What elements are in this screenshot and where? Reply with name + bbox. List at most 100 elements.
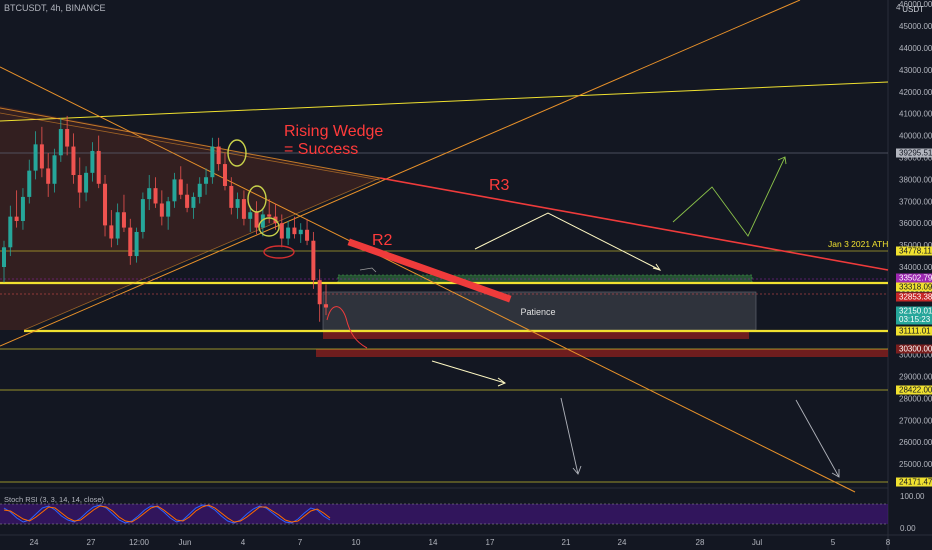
stoch-k-line xyxy=(3,504,331,524)
wedge-top-line-2 xyxy=(0,112,381,181)
stoch-label: Stoch RSI (3, 3, 14, 14, close) xyxy=(4,495,105,504)
candle-body xyxy=(109,225,114,239)
candle-body xyxy=(197,183,202,197)
circle-marker-top xyxy=(227,139,247,167)
candle-body xyxy=(159,203,164,217)
price-badge-bg xyxy=(896,306,932,325)
success-text: = Success xyxy=(284,141,358,158)
candle-body xyxy=(166,201,171,217)
candle-body xyxy=(20,196,25,222)
patience-box xyxy=(322,291,757,331)
red-circle-marker xyxy=(263,245,295,259)
ath-label: Jan 3 2021 ATH xyxy=(828,239,888,249)
candle-body xyxy=(222,164,227,186)
candles-group xyxy=(2,115,328,322)
projection-path-patience xyxy=(474,212,661,271)
candle-body xyxy=(84,172,89,193)
price-tick-46000: 46000.00 xyxy=(899,0,932,9)
yellow-rising-line xyxy=(0,81,889,122)
price-tick-34000: 34000.00 xyxy=(899,263,932,272)
arrow-down-yellow xyxy=(431,360,506,384)
time-tick-12: Jul xyxy=(752,538,762,547)
arrow-down-gray-1 xyxy=(560,397,579,475)
price-countdown: 03:15:23 xyxy=(899,315,931,324)
price-tick-35000: 35000.00 xyxy=(899,241,932,250)
candle-body xyxy=(52,155,57,184)
rising-wedge-text: Rising Wedge xyxy=(284,123,383,140)
arrowhead-gray-2 xyxy=(831,469,840,478)
candle-body xyxy=(216,146,221,165)
time-tick-10: 24 xyxy=(618,538,627,547)
patience-label: Patience xyxy=(520,307,555,317)
time-tick-8: 17 xyxy=(486,538,495,547)
price-tick-41000: 41000.00 xyxy=(899,110,932,119)
time-tick-6: 10 xyxy=(352,538,361,547)
price-badge-39295.51: 39295.51 xyxy=(899,149,932,158)
candle-body xyxy=(204,177,209,184)
candle-body xyxy=(46,168,51,184)
price-tick-40000: 40000.00 xyxy=(899,132,932,141)
candle-body xyxy=(191,196,196,208)
candle-body xyxy=(286,227,291,239)
stoch-tick-0: 0.00 xyxy=(900,524,916,533)
candle-body xyxy=(14,216,19,222)
candle-body xyxy=(121,212,126,228)
candle-body xyxy=(254,212,259,228)
arrowhead-down-yellow xyxy=(497,377,507,387)
candle-body xyxy=(147,188,152,200)
candle-body xyxy=(8,216,13,248)
candle-body xyxy=(65,129,70,147)
price-badge-bg xyxy=(896,273,932,283)
price-badge-31111.01: 31111.01 xyxy=(899,327,931,336)
candle-body xyxy=(229,185,234,208)
candle-body xyxy=(324,304,328,308)
price-tick-43000: 43000.00 xyxy=(899,66,932,75)
price-axis-ticks: 25000.00 26000.00 27000.00 28000.00 29000.00… xyxy=(899,0,932,469)
candle-body xyxy=(115,212,120,239)
price-tick-45000: 45000.00 xyxy=(899,22,932,31)
candle-body xyxy=(317,280,322,305)
candle-body xyxy=(292,227,297,235)
stoch-d-line xyxy=(3,504,331,523)
price-badge-33502.79: 33502.79 xyxy=(899,274,932,283)
price-badge-30300.00: 30300.00 xyxy=(899,345,932,354)
candle-body xyxy=(172,179,177,202)
price-badge-bg xyxy=(896,326,932,336)
price-badge-28422.00: 28422.00 xyxy=(899,386,932,395)
candle-body xyxy=(311,240,316,281)
arrowhead-patience xyxy=(652,263,662,271)
candle-body xyxy=(58,129,63,156)
red-zone-upper xyxy=(323,332,749,339)
arrowhead-green xyxy=(777,156,787,165)
price-tick-36000: 36000.00 xyxy=(899,219,932,228)
price-badge-bg xyxy=(896,344,932,354)
r2-label: R2 xyxy=(372,232,393,249)
wedge-fill xyxy=(0,106,380,330)
circle-marker-low xyxy=(258,217,280,237)
candle-body xyxy=(267,214,272,217)
price-tick-39000: 39000.00 xyxy=(899,154,932,163)
price-badge-bg xyxy=(896,477,932,487)
wedge-top-line xyxy=(0,107,381,179)
time-tick-0: 24 xyxy=(30,538,39,547)
candle-body xyxy=(128,227,133,257)
candle-body xyxy=(298,229,303,235)
price-tick-30000: 30000.00 xyxy=(899,351,932,360)
time-tick-9: 21 xyxy=(562,538,571,547)
candle-body xyxy=(178,179,183,195)
time-tick-1: 27 xyxy=(87,538,96,547)
price-tick-27000: 27000.00 xyxy=(899,416,932,425)
price-badge-bg xyxy=(896,282,932,292)
symbol-line: BTCUSDT, 4h, BINANCE xyxy=(4,3,106,13)
red-curve-projection xyxy=(326,306,368,349)
time-tick-2: 12:00 xyxy=(129,538,150,547)
price-badge-33318.09: 33318.09 xyxy=(899,283,932,292)
price-badge-bg xyxy=(896,385,932,395)
time-tick-4: 4 xyxy=(241,538,246,547)
wedge-bottom-line xyxy=(23,177,381,331)
candle-body xyxy=(241,199,246,219)
candle-body xyxy=(33,144,38,171)
price-axis-top-label: 4 xyxy=(896,3,901,12)
price-badge-bg xyxy=(896,246,932,256)
r3-label: R3 xyxy=(489,177,510,194)
